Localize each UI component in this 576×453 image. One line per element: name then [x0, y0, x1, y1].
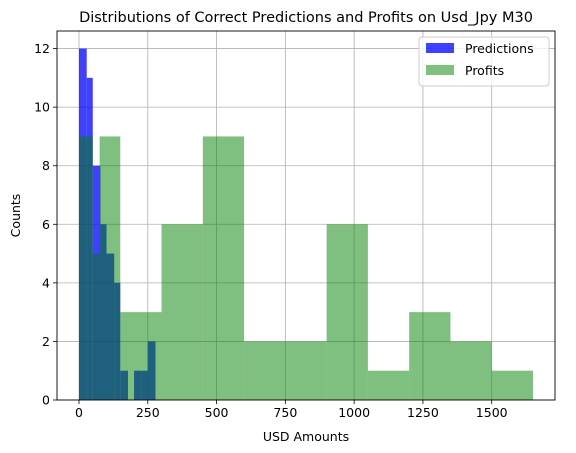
- x-tick-label: 750: [273, 405, 297, 420]
- bar-profits: [450, 341, 492, 400]
- x-tick-label: 1000: [338, 405, 370, 420]
- bar-profits: [409, 312, 451, 400]
- bar-profits: [202, 136, 245, 400]
- x-tick-label: 250: [136, 405, 160, 420]
- bar-profits: [326, 224, 368, 400]
- y-tick-label: 12: [34, 41, 50, 56]
- y-tick-label: 0: [42, 393, 50, 408]
- x-tick-label: 1250: [407, 405, 439, 420]
- bar-profits: [106, 136, 121, 400]
- bars: [79, 48, 533, 400]
- y-tick-label: 10: [34, 100, 50, 115]
- bar-profits: [120, 312, 162, 400]
- y-tick-label: 8: [42, 158, 50, 173]
- y-tick-label: 4: [42, 275, 50, 290]
- x-tick-label: 0: [75, 405, 83, 420]
- legend-label-predictions: Predictions: [465, 41, 534, 56]
- x-tick-label: 1500: [476, 405, 508, 420]
- plot-frame: [56, 30, 556, 401]
- bar-profits: [99, 136, 107, 400]
- bar-profits: [161, 224, 203, 400]
- bar-profits: [79, 136, 93, 400]
- axis-ticks: 0 250 500 750 1000 1250 1500 0 2 4 6 8 10 12: [34, 41, 508, 420]
- y-tick-label: 2: [42, 334, 50, 349]
- legend-label-profits: Profits: [465, 63, 504, 78]
- legend-swatch-predictions: [426, 43, 454, 53]
- y-axis-label: Counts: [8, 194, 23, 238]
- bar-profits: [491, 370, 533, 400]
- legend-swatch-profits: [426, 65, 454, 75]
- x-axis-label: USD Amounts: [263, 429, 349, 444]
- x-tick-label: 500: [205, 405, 229, 420]
- bar-profits: [244, 341, 327, 400]
- bar-profits: [92, 253, 100, 400]
- chart-title: Distributions of Correct Predictions and…: [79, 10, 533, 26]
- bar-profits: [367, 370, 410, 400]
- y-tick-label: 6: [42, 217, 50, 232]
- legend: Predictions Profits: [418, 36, 550, 87]
